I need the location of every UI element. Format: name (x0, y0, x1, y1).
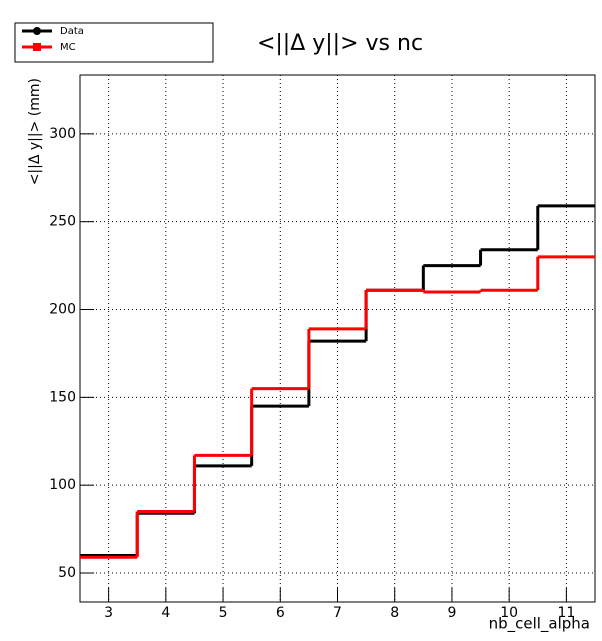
y-tick-label: 100 (49, 477, 76, 493)
x-tick-label: 4 (161, 605, 170, 621)
legend-label: MC (60, 42, 76, 53)
x-tick-label: 6 (276, 605, 285, 621)
legend-label: Data (60, 26, 84, 37)
legend-box (14, 22, 214, 63)
x-axis-label: nb_cell_alpha (489, 615, 590, 634)
x-tick-label: 9 (447, 605, 456, 621)
x-tick-label: 10 (500, 605, 518, 621)
x-tick-label: 11 (557, 605, 575, 621)
x-tick-label: 8 (390, 605, 399, 621)
y-tick-label: 50 (58, 565, 76, 581)
y-tick-label: 300 (49, 126, 76, 142)
x-tick-label: 3 (104, 605, 113, 621)
plot-frame (79, 74, 596, 603)
y-tick-label: 200 (49, 302, 76, 318)
y-axis-label: <||Δ y||> (mm) (27, 78, 43, 185)
x-tick-label: 7 (333, 605, 342, 621)
legend-marker (33, 43, 41, 51)
x-tick-label: 5 (219, 605, 228, 621)
y-tick-label: 250 (49, 214, 76, 230)
legend-marker (33, 27, 41, 35)
y-tick-label: 150 (49, 389, 76, 405)
chart-title: <||Δ y||> vs nc (257, 31, 423, 56)
